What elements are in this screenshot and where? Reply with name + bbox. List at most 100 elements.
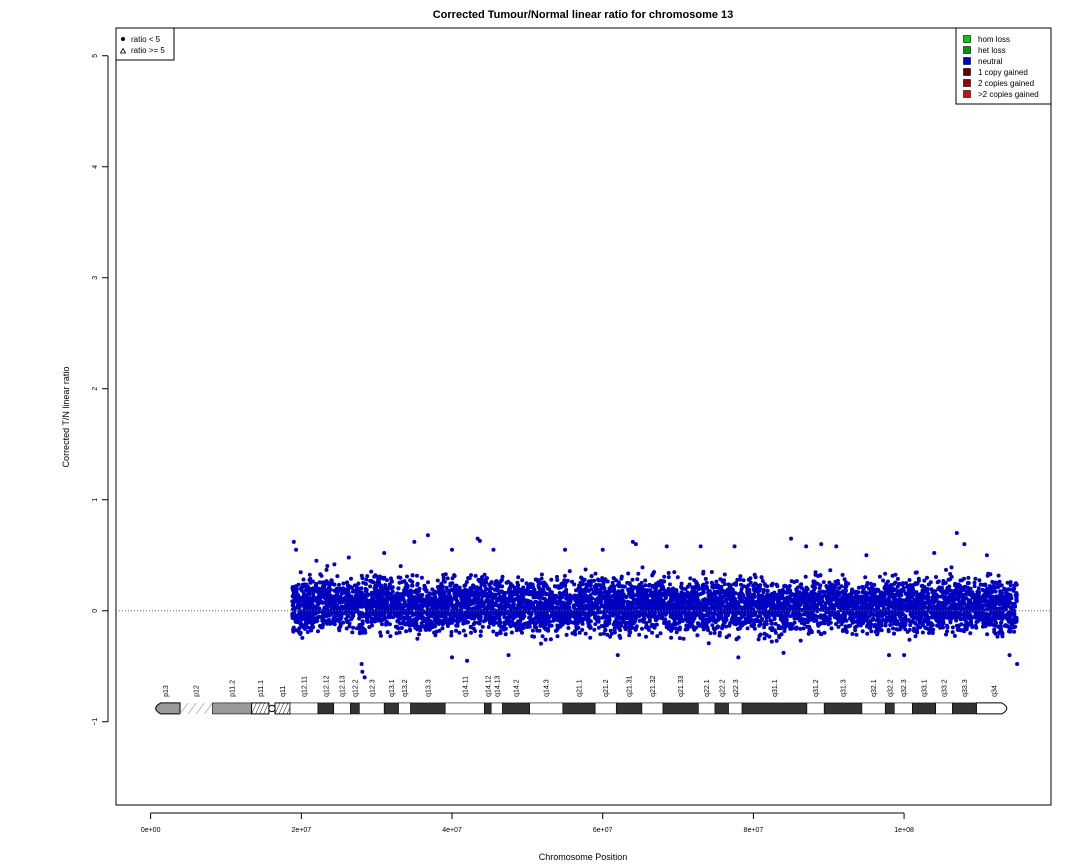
data-point bbox=[466, 620, 471, 625]
data-point bbox=[828, 568, 833, 573]
data-point bbox=[731, 582, 736, 587]
data-point bbox=[741, 578, 746, 583]
data-point bbox=[710, 623, 715, 628]
data-point bbox=[445, 576, 450, 581]
data-point bbox=[449, 633, 454, 638]
data-point bbox=[305, 630, 310, 634]
data-point bbox=[762, 636, 767, 641]
data-point bbox=[843, 624, 848, 629]
data-point bbox=[842, 577, 847, 582]
data-point bbox=[1005, 580, 1010, 585]
data-point bbox=[847, 616, 852, 621]
data-point bbox=[794, 625, 799, 630]
data-point bbox=[478, 618, 483, 623]
data-point bbox=[554, 605, 559, 610]
data-point bbox=[491, 629, 496, 634]
data-point bbox=[970, 594, 975, 599]
data-point bbox=[765, 588, 770, 593]
data-point bbox=[674, 630, 679, 635]
data-point bbox=[564, 632, 569, 637]
data-point bbox=[715, 625, 719, 630]
data-point bbox=[426, 580, 430, 585]
data-point bbox=[337, 582, 341, 587]
data-point bbox=[329, 578, 334, 583]
data-point bbox=[931, 589, 936, 594]
data-point bbox=[425, 607, 430, 611]
data-point bbox=[863, 575, 868, 580]
data-point bbox=[836, 624, 841, 629]
data-point bbox=[844, 629, 849, 634]
data-point bbox=[798, 583, 803, 588]
data-point bbox=[385, 630, 390, 635]
data-point bbox=[388, 634, 393, 639]
data-point bbox=[362, 603, 367, 608]
data-point bbox=[996, 573, 1001, 578]
data-point bbox=[735, 577, 740, 582]
data-point bbox=[769, 639, 774, 644]
data-point bbox=[596, 578, 601, 583]
data-point bbox=[453, 583, 458, 588]
data-point bbox=[869, 629, 874, 634]
data-point bbox=[365, 592, 370, 597]
data-point bbox=[871, 616, 876, 621]
data-point bbox=[471, 622, 476, 627]
data-point bbox=[319, 573, 324, 578]
data-point bbox=[677, 636, 682, 641]
data-point bbox=[539, 576, 544, 581]
data-point bbox=[944, 632, 948, 637]
data-point bbox=[602, 586, 607, 591]
data-point bbox=[756, 614, 761, 619]
data-point bbox=[650, 573, 655, 578]
data-point bbox=[669, 635, 674, 640]
data-point bbox=[577, 630, 582, 635]
data-point bbox=[415, 573, 419, 578]
data-point bbox=[654, 622, 659, 627]
data-point bbox=[570, 620, 575, 625]
data-point bbox=[907, 637, 912, 642]
data-point bbox=[359, 573, 364, 578]
data-point bbox=[732, 606, 737, 611]
data-point bbox=[796, 602, 801, 607]
data-point bbox=[748, 576, 753, 581]
data-point bbox=[555, 578, 560, 582]
data-point bbox=[856, 585, 861, 590]
data-point bbox=[588, 635, 593, 640]
data-point bbox=[703, 576, 708, 581]
data-point bbox=[410, 583, 415, 588]
data-point bbox=[469, 630, 473, 635]
data-point bbox=[821, 580, 826, 585]
data-point bbox=[378, 630, 383, 635]
data-point bbox=[378, 633, 383, 638]
data-point bbox=[371, 612, 376, 617]
data-point bbox=[643, 578, 648, 583]
data-point bbox=[317, 606, 322, 611]
data-point bbox=[549, 590, 554, 595]
data-point bbox=[881, 578, 886, 583]
data-point bbox=[365, 574, 370, 579]
data-point bbox=[511, 602, 516, 607]
data-point bbox=[482, 572, 487, 577]
data-point bbox=[332, 582, 337, 587]
data-point bbox=[588, 593, 593, 598]
data-point bbox=[637, 632, 642, 637]
data-point bbox=[554, 617, 559, 622]
data-point bbox=[975, 619, 980, 624]
data-point bbox=[974, 625, 979, 630]
data-point bbox=[951, 589, 956, 593]
data-point bbox=[841, 628, 846, 632]
data-point bbox=[397, 630, 402, 635]
data-point bbox=[461, 621, 466, 626]
data-point bbox=[962, 576, 966, 581]
data-point bbox=[350, 630, 355, 635]
data-point bbox=[706, 590, 711, 595]
data-point bbox=[548, 637, 553, 642]
data-point bbox=[708, 631, 713, 636]
data-point bbox=[405, 574, 409, 579]
data-point bbox=[394, 631, 399, 636]
data-point bbox=[992, 589, 997, 594]
data-point bbox=[968, 631, 973, 636]
data-point bbox=[473, 573, 478, 578]
data-point bbox=[562, 583, 567, 588]
data-point bbox=[526, 584, 531, 589]
